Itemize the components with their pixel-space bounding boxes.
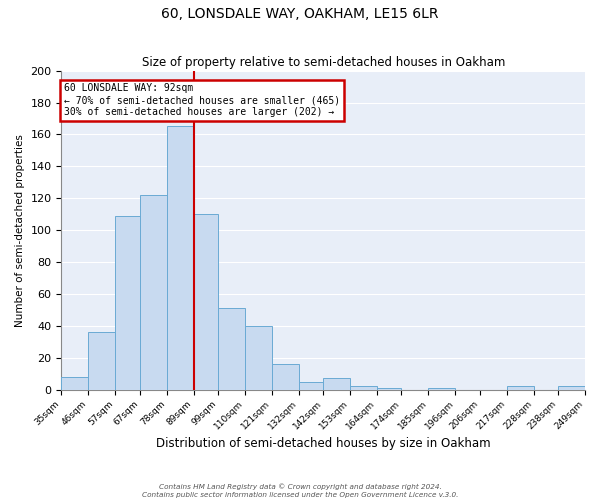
- Bar: [88, 332, 115, 390]
- Title: Size of property relative to semi-detached houses in Oakham: Size of property relative to semi-detach…: [142, 56, 505, 70]
- Bar: [272, 364, 299, 390]
- Bar: [61, 377, 88, 390]
- Bar: [167, 126, 194, 390]
- Bar: [507, 386, 533, 390]
- Text: 60 LONSDALE WAY: 92sqm
← 70% of semi-detached houses are smaller (465)
30% of se: 60 LONSDALE WAY: 92sqm ← 70% of semi-det…: [64, 84, 340, 116]
- Bar: [218, 308, 245, 390]
- Bar: [115, 216, 140, 390]
- Text: 60, LONSDALE WAY, OAKHAM, LE15 6LR: 60, LONSDALE WAY, OAKHAM, LE15 6LR: [161, 8, 439, 22]
- Bar: [245, 326, 272, 390]
- Bar: [350, 386, 377, 390]
- Bar: [299, 382, 323, 390]
- Bar: [377, 388, 401, 390]
- Bar: [558, 386, 585, 390]
- Text: Contains HM Land Registry data © Crown copyright and database right 2024.
Contai: Contains HM Land Registry data © Crown c…: [142, 484, 458, 498]
- Bar: [194, 214, 218, 390]
- Y-axis label: Number of semi-detached properties: Number of semi-detached properties: [15, 134, 25, 326]
- Bar: [323, 378, 350, 390]
- Bar: [428, 388, 455, 390]
- X-axis label: Distribution of semi-detached houses by size in Oakham: Distribution of semi-detached houses by …: [156, 437, 491, 450]
- Bar: [140, 195, 167, 390]
